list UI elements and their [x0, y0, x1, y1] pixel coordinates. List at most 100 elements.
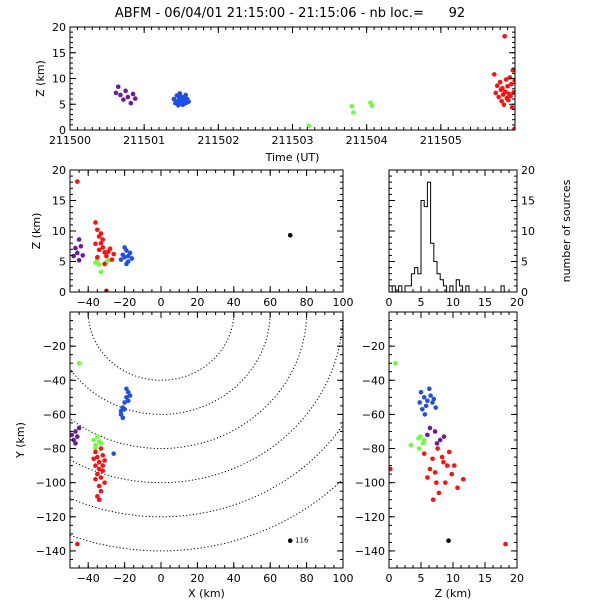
data-point-blue: [427, 386, 432, 392]
data-point-purple: [74, 434, 80, 439]
data-point-red: [389, 466, 393, 472]
data-point-red: [430, 456, 435, 462]
data-point-red: [100, 453, 106, 458]
histogram-steps: [389, 181, 517, 292]
data-point-red: [491, 72, 497, 77]
plan-view-panel: 116 −40 −20 0 20 40 60 80 100 −140 −120 −100 −80 −60 −…: [14, 311, 354, 600]
x-axis-label: X (km): [188, 587, 225, 600]
data-point-blue: [127, 393, 133, 398]
data-point-purple: [123, 88, 128, 94]
data-point-red: [425, 475, 430, 480]
y-tick-label: −20: [43, 340, 66, 353]
x-tick-label: 20: [190, 296, 204, 309]
data-point-red: [102, 480, 107, 485]
data-point-green: [95, 434, 100, 439]
data-point-blue: [125, 398, 131, 404]
data-point-red: [443, 480, 448, 485]
y-tick-label: −120: [355, 511, 385, 524]
y-tick-label: 15: [52, 195, 66, 208]
data-point-blue: [125, 389, 131, 395]
data-point-blue: [171, 96, 177, 102]
data-point-blue: [122, 400, 127, 405]
x-tick-label: 0: [158, 296, 165, 309]
data-point-red: [96, 466, 102, 472]
data-point-red: [493, 90, 499, 96]
data-point-blue: [186, 99, 191, 104]
data-point-red: [91, 456, 96, 462]
data-point-red: [449, 471, 455, 477]
data-point-green: [96, 262, 102, 267]
y-tick-label: 15: [521, 195, 535, 208]
data-point-blue: [124, 261, 129, 267]
plot-area: [389, 360, 508, 547]
data-point-green: [349, 104, 355, 109]
data-point-purple: [441, 434, 447, 439]
y-tick-label: −40: [362, 374, 385, 387]
plot-area: [71, 179, 293, 292]
data-point-blue: [118, 257, 124, 262]
x-tick-label: 211503: [272, 134, 314, 147]
data-point-red: [508, 81, 514, 87]
data-point-red: [446, 449, 452, 455]
data-point-red: [74, 179, 80, 184]
x-tick-label: −20: [113, 296, 136, 309]
y-tick-label: 0: [521, 286, 528, 299]
data-point-red: [93, 220, 98, 225]
data-point-purple: [76, 237, 82, 242]
x-tick-label: 10: [446, 572, 460, 585]
plot-frame: [69, 169, 344, 293]
x-tick-label: 100: [333, 296, 354, 309]
x-tick-label: 211502: [197, 134, 239, 147]
x-tick-label: 10: [446, 296, 460, 309]
x-height-panel: −40 −20 0 20 40 60 80 100 0 5 10 15 20 Z (km): [30, 164, 354, 309]
data-point-green: [393, 360, 398, 366]
source-annotation: 116: [295, 537, 309, 545]
plot-frame: [388, 311, 518, 569]
y-tick-label: −80: [43, 443, 66, 456]
data-point-blue: [421, 395, 427, 400]
data-point-red: [107, 246, 113, 251]
data-point-purple: [74, 250, 80, 256]
y-axis-label: number of sources: [560, 179, 573, 282]
data-point-green: [76, 360, 82, 366]
data-point-purple: [80, 253, 86, 258]
data-point-red: [95, 254, 100, 260]
data-point-green: [369, 103, 375, 109]
data-point-purple: [73, 441, 78, 446]
x-tick-label: 211505: [420, 134, 462, 147]
y-axis-label: Z (km): [30, 213, 43, 250]
data-point-purple: [76, 257, 82, 263]
data-point-red: [98, 446, 104, 451]
data-point-purple: [437, 437, 443, 443]
data-point-red: [509, 105, 515, 110]
x-tick-label: 15: [478, 572, 492, 585]
data-point-purple: [132, 96, 138, 101]
data-point-blue: [423, 403, 429, 409]
x-tick-label: −40: [77, 296, 100, 309]
data-point-green: [416, 446, 422, 451]
data-point-red: [460, 476, 466, 482]
x-tick-label: 20: [510, 572, 524, 585]
y-tick-label: −120: [36, 511, 66, 524]
plot-frame: [69, 26, 516, 131]
data-point-blue: [111, 451, 116, 456]
x-tick-label: 60: [263, 296, 277, 309]
data-point-red: [74, 541, 80, 547]
data-point-red: [505, 83, 510, 89]
data-point-red: [95, 227, 100, 233]
y-tick-label: 20: [52, 21, 66, 34]
data-point-red: [511, 126, 515, 130]
data-point-red: [507, 75, 513, 80]
data-point-red: [98, 240, 104, 246]
data-point-purple: [121, 97, 126, 102]
data-point-red: [98, 475, 104, 480]
data-point-blue: [118, 412, 124, 417]
y-tick-label: 0: [59, 286, 66, 299]
y-tick-label: −140: [355, 545, 385, 558]
data-point-purple: [434, 441, 440, 446]
data-point-red: [502, 33, 507, 39]
data-point-red: [421, 451, 427, 456]
data-point-green: [91, 437, 96, 443]
time-height-panel: 211500 211501 211502 211503 211504 211505 0 5 10…: [34, 21, 516, 164]
data-point-green: [421, 437, 427, 443]
